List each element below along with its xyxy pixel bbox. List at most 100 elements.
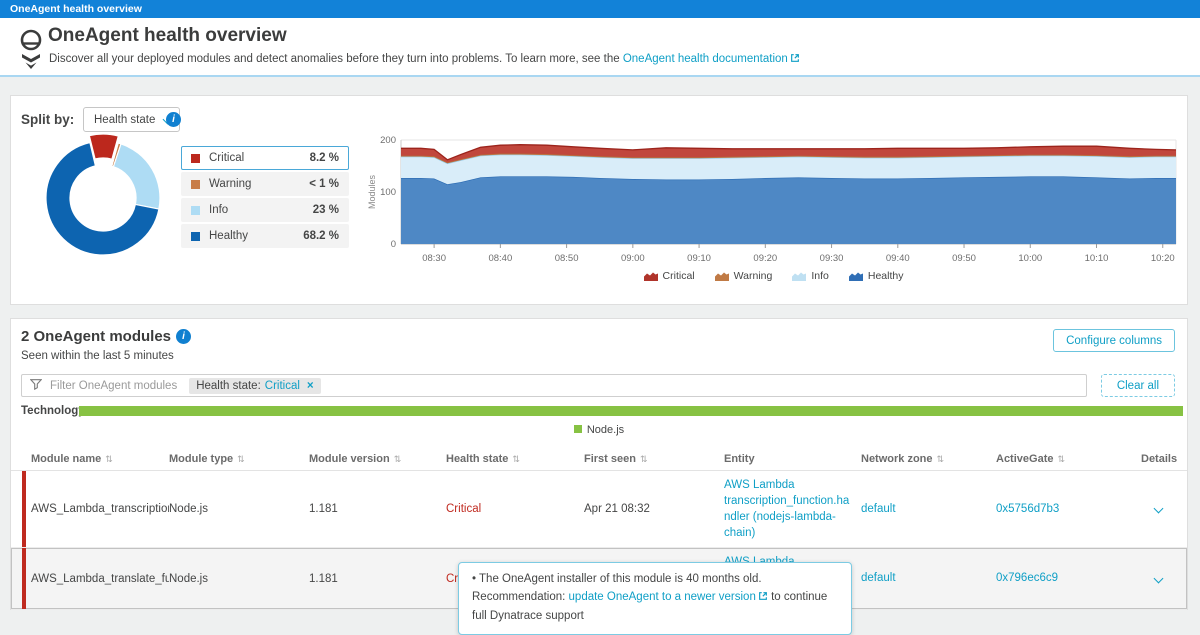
table-header: Module name ⇅ Module type ⇅ Module version ⇅ H… — [11, 447, 1187, 471]
sort-icon[interactable]: ⇅ — [512, 453, 520, 464]
clear-all-button[interactable]: Clear all — [1100, 374, 1175, 397]
split-by-dropdown[interactable]: Health state — [83, 107, 181, 132]
split-by-label: Split by: — [21, 112, 75, 127]
area-series-healthy — [401, 176, 1176, 244]
sort-icon[interactable]: ⇅ — [936, 453, 945, 464]
donut-slice-healthy[interactable] — [45, 141, 160, 256]
cell-details — [1141, 497, 1181, 521]
cell-health-state: Critical — [446, 503, 482, 516]
table-row[interactable]: AWS_Lambda_transcription_functNode.js 1.1… — [11, 471, 1187, 549]
sort-icon[interactable]: ⇅ — [1057, 453, 1066, 464]
cell-module-version: 1.181 — [309, 572, 338, 585]
health-legend: Critical 8.2 % Warning < 1 % Info 23 % Healthy… — [181, 146, 349, 250]
filter-chip-health-state[interactable]: Health state: Critical × — [189, 377, 321, 394]
update-oneagent-link[interactable]: update OneAgent to a newer version — [569, 591, 768, 603]
svg-text:09:20: 09:20 — [753, 253, 777, 264]
activegate-link[interactable]: 0x5756d7b3 — [996, 503, 1060, 516]
technology-bar[interactable] — [79, 406, 1183, 416]
sort-icon[interactable]: ⇅ — [105, 453, 113, 464]
tooltip-text-after: to continue full Dynatrace support — [472, 590, 828, 622]
column-header-activegate[interactable]: ActiveGate ⇅ — [996, 452, 1066, 465]
legend-item-info[interactable]: Info 23 % — [181, 198, 349, 222]
filter-chip-remove-icon[interactable]: × — [306, 379, 314, 392]
external-link-icon — [758, 590, 768, 608]
external-link-icon — [790, 53, 800, 66]
area-chart-wrap: 0 100 200 Modules 08:30 08:40 08:50 09:00 09:10 0… — [366, 132, 1181, 269]
svg-text:09:50: 09:50 — [952, 253, 976, 264]
donut-slice-critical[interactable] — [88, 133, 120, 160]
column-header-module-version[interactable]: Module version ⇅ — [309, 452, 402, 465]
modules-panel: 2 OneAgent modules i Configure columns S… — [10, 318, 1188, 610]
expand-details-chevron-icon[interactable] — [1153, 503, 1164, 514]
legend-item-critical[interactable]: Critical 8.2 % — [181, 146, 349, 170]
area-icon — [792, 272, 807, 281]
donut-chart — [45, 133, 161, 256]
legend-item-healthy[interactable]: Healthy 68.2 % — [181, 224, 349, 248]
legend-value: 68.2 % — [303, 230, 339, 242]
chart-legend-item-warning[interactable]: Warning — [714, 270, 772, 282]
legend-color-swatch — [191, 153, 200, 163]
filter-placeholder: Filter OneAgent modules — [50, 379, 178, 392]
cell-module-type: Node.js — [169, 572, 208, 585]
sort-icon[interactable]: ⇅ — [639, 453, 648, 464]
column-header-health-state[interactable]: Health state ⇅ — [446, 452, 520, 465]
page-header: OneAgent health overview Discover all yo… — [0, 18, 1200, 77]
svg-text:10:10: 10:10 — [1085, 253, 1109, 264]
cell-entity: AWS Lambda transcription_function.handle… — [724, 471, 861, 547]
cell-first-seen: Apr 21 08:32 — [584, 503, 650, 516]
svg-text:Modules: Modules — [367, 174, 377, 209]
sort-icon[interactable]: ⇅ — [237, 453, 245, 464]
column-header-entity: Entity — [724, 452, 755, 465]
modules-subtitle: Seen within the last 5 minutes — [21, 350, 174, 362]
network-zone-link[interactable]: default — [861, 503, 896, 516]
svg-text:10:00: 10:00 — [1018, 253, 1042, 264]
legend-item-warning[interactable]: Warning < 1 % — [181, 172, 349, 196]
configure-columns-button[interactable]: Configure columns — [1053, 329, 1175, 352]
documentation-link[interactable]: OneAgent health documentation — [623, 53, 800, 65]
split-by-info-icon[interactable]: i — [166, 112, 181, 127]
network-zone-link[interactable]: default — [861, 572, 896, 585]
svg-text:09:30: 09:30 — [820, 253, 844, 264]
health-split-panel: Split by: Health state i Critical 8.2 % Wa… — [10, 95, 1188, 305]
svg-text:08:50: 08:50 — [555, 253, 579, 264]
chart-legend-label: Info — [811, 270, 829, 282]
chart-legend: Critical Warning Info Healthy — [366, 270, 1181, 282]
filter-input[interactable]: Filter OneAgent modules Health state: Cr… — [21, 374, 1087, 397]
technology-legend-swatch — [573, 425, 582, 433]
area-icon — [848, 272, 863, 281]
column-header-module-name[interactable]: Module name ⇅ — [31, 452, 113, 465]
area-chart: 0 100 200 Modules 08:30 08:40 08:50 09:00 09:10 0… — [367, 135, 1177, 264]
area-icon — [643, 272, 658, 281]
sort-icon[interactable]: ⇅ — [393, 453, 402, 464]
chart-legend-item-healthy[interactable]: Healthy — [848, 270, 903, 282]
cell-network-zone: default — [861, 495, 996, 523]
svg-text:09:00: 09:00 — [621, 253, 645, 264]
chart-legend-item-info[interactable]: Info — [792, 270, 829, 282]
legend-color-swatch — [191, 205, 200, 215]
svg-text:08:40: 08:40 — [488, 253, 512, 264]
area-series-critical — [401, 144, 1176, 163]
activegate-link[interactable]: 0x796ec6c9 — [996, 572, 1059, 585]
modules-info-icon[interactable]: i — [176, 329, 191, 344]
svg-text:08:30: 08:30 — [422, 253, 446, 264]
column-header-module-type[interactable]: Module type ⇅ — [169, 452, 245, 465]
recommendation-tooltip: • The OneAgent installer of this module … — [458, 562, 852, 635]
donut-slice-info[interactable] — [112, 143, 161, 210]
filter-funnel-icon — [29, 378, 43, 393]
donut-chart-wrap — [39, 133, 167, 265]
breadcrumb-bar[interactable]: OneAgent health overview — [0, 0, 1200, 18]
page-description-text: Discover all your deployed modules and d… — [49, 53, 620, 65]
expand-details-chevron-icon[interactable] — [1153, 573, 1164, 583]
filter-chip-label: Health state: — [196, 379, 261, 392]
cell-module-type: Node.js — [169, 503, 208, 516]
bullet-icon: • — [472, 573, 477, 585]
legend-value: 23 % — [312, 204, 339, 216]
chart-legend-item-critical[interactable]: Critical — [643, 270, 695, 282]
column-header-first-seen[interactable]: First seen ⇅ — [584, 452, 648, 465]
breadcrumb[interactable]: OneAgent health overview — [10, 3, 142, 15]
entity-link[interactable]: AWS Lambda transcription_function.handle… — [724, 479, 850, 540]
page-title: OneAgent health overview — [48, 25, 287, 46]
svg-text:10:20: 10:20 — [1151, 253, 1175, 264]
column-header-network-zone[interactable]: Network zone ⇅ — [861, 452, 945, 465]
cell-module-name: AWS_Lambda_translate_function. — [31, 572, 169, 585]
